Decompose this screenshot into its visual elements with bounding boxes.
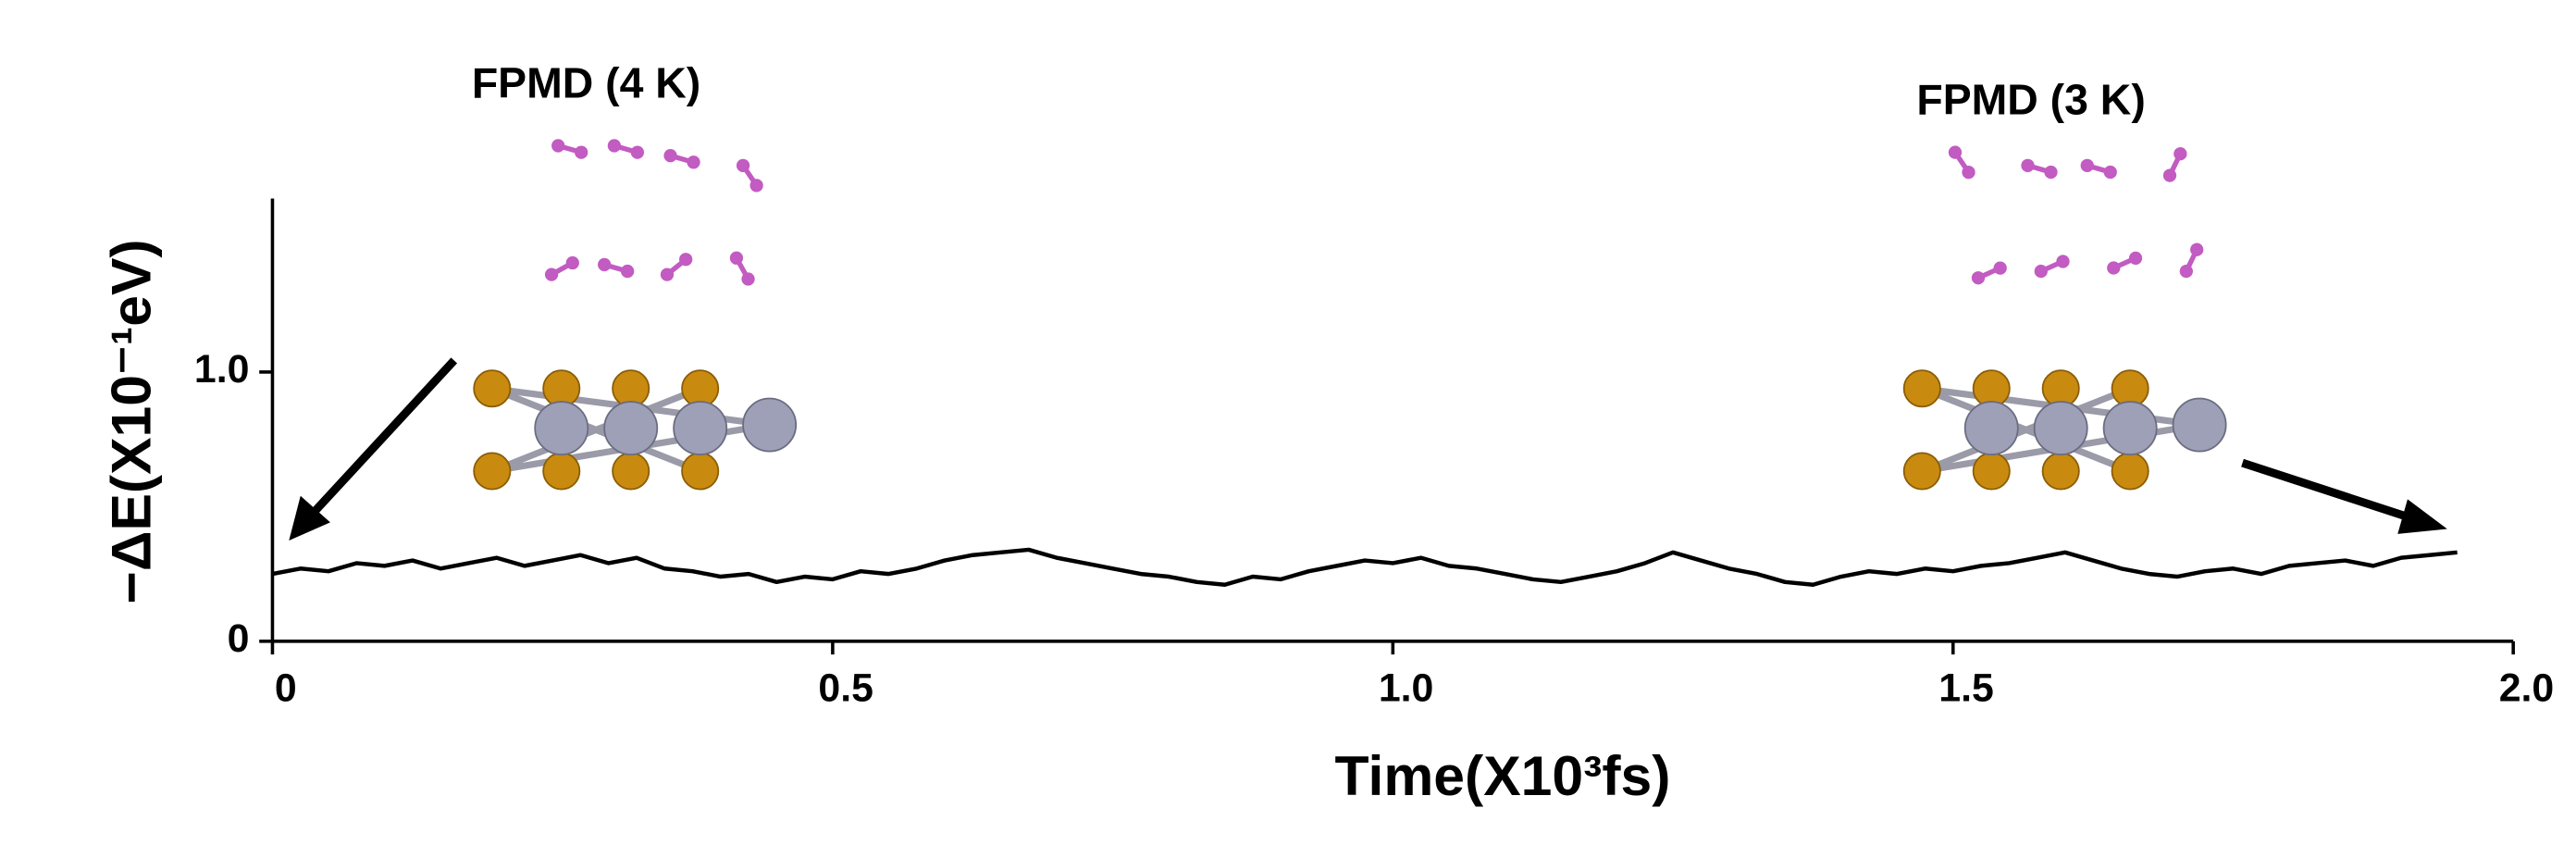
x-axis-label: Time(X10³fs) bbox=[1335, 744, 1671, 807]
x-tick-label: 0.5 bbox=[818, 666, 873, 711]
x-tick-label: 1.0 bbox=[1379, 666, 1434, 711]
structure-illustration bbox=[474, 139, 2225, 489]
data-line bbox=[272, 547, 2458, 587]
x-tick-label: 0 bbox=[275, 666, 297, 711]
y-tick-label: 1.0 bbox=[194, 347, 250, 392]
annotation: FPMD (4 K) bbox=[472, 58, 700, 106]
y-axis-label: −ΔE(X10⁻¹eV) bbox=[99, 239, 162, 603]
x-tick-label: 2.0 bbox=[2499, 666, 2555, 711]
y-tick-label: 0 bbox=[228, 616, 250, 661]
arrows bbox=[289, 357, 2447, 541]
x-tick-label: 1.5 bbox=[1938, 666, 1994, 711]
annotation: FPMD (3 K) bbox=[1916, 75, 2145, 123]
